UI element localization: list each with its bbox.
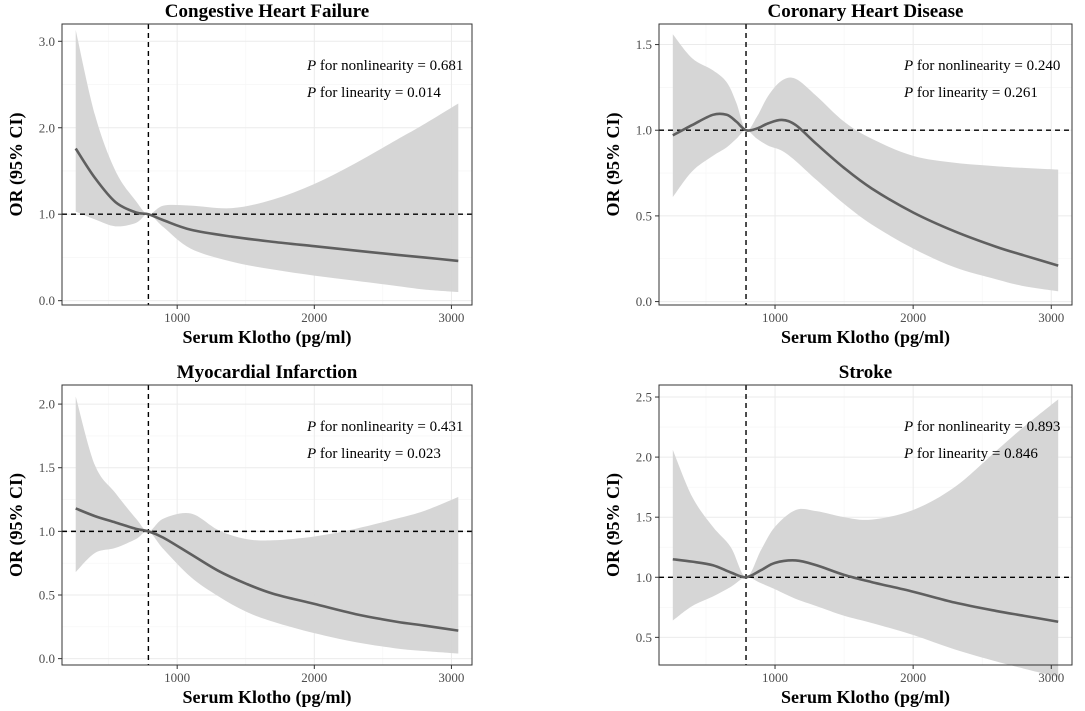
y-tick-label: 0.5 [636, 630, 652, 645]
p-symbol: P [306, 58, 316, 74]
p-value-text: for nonlinearity = 0.431 [316, 419, 463, 435]
y-tick-label: 1.0 [39, 207, 55, 222]
x-tick-label: 3000 [1038, 310, 1064, 325]
p-value-text: for linearity = 0.261 [913, 85, 1038, 101]
x-axis-label: Serum Klotho (pg/ml) [781, 687, 950, 708]
ci-band [672, 399, 1059, 678]
x-tick-label: 1000 [762, 670, 788, 685]
x-tick-label: 3000 [1038, 670, 1064, 685]
y-tick-label: 0.0 [39, 651, 55, 666]
panel-title: Myocardial Infarction [177, 362, 358, 383]
y-axis-label: OR (95% CI) [603, 113, 624, 217]
y-tick-label: 2.0 [636, 450, 652, 465]
x-axis-label: Serum Klotho (pg/ml) [781, 327, 950, 348]
p-value-annotation: P for nonlinearity = 0.431 [306, 419, 463, 435]
p-value-annotation: P for linearity = 0.023 [306, 446, 441, 462]
or-curve [75, 507, 459, 632]
x-axis-label: Serum Klotho (pg/ml) [183, 327, 352, 348]
x-tick-label: 2000 [301, 310, 327, 325]
x-tick-label: 1000 [164, 670, 190, 685]
p-value-annotation: P for linearity = 0.261 [903, 85, 1038, 101]
x-tick-label: 3000 [438, 670, 464, 685]
p-value-text: for linearity = 0.846 [913, 446, 1038, 462]
ci-band [75, 30, 459, 293]
p-value-text: for nonlinearity = 0.240 [913, 58, 1060, 74]
p-value-annotation: P for linearity = 0.846 [903, 446, 1038, 462]
y-tick-label: 0.0 [636, 294, 652, 309]
x-tick-label: 1000 [164, 310, 190, 325]
panel-title: Stroke [839, 362, 892, 383]
p-symbol: P [306, 446, 316, 462]
y-tick-label: 2.5 [636, 390, 652, 405]
panel-frame [61, 384, 473, 666]
y-tick-label: 0.5 [636, 208, 652, 223]
x-tick-label: 2000 [301, 670, 327, 685]
p-symbol: P [903, 58, 913, 74]
y-tick-label: 1.5 [636, 37, 652, 52]
y-tick-label: 2.0 [39, 397, 55, 412]
p-symbol: P [903, 85, 913, 101]
panel-chd: 1000 2000 3000 0.0 0.5 1.0 1.5 Coronary Heart D… [603, 1, 1073, 348]
panel-frame [658, 23, 1073, 306]
p-value-annotation: P for nonlinearity = 0.240 [903, 58, 1060, 74]
y-tick-label: 3.0 [39, 34, 55, 49]
x-axis-label: Serum Klotho (pg/ml) [183, 687, 352, 708]
panel-title: Congestive Heart Failure [165, 1, 369, 22]
y-axis-label: OR (95% CI) [6, 113, 27, 217]
panel-frame [658, 384, 1073, 666]
panel-title: Coronary Heart Disease [768, 1, 964, 22]
y-tick-label: 0.5 [39, 588, 55, 603]
p-symbol: P [903, 446, 913, 462]
p-symbol: P [306, 85, 316, 101]
or-curve [672, 557, 1059, 624]
y-tick-label: 1.0 [39, 524, 55, 539]
y-tick-label: 0.0 [39, 293, 55, 308]
x-tick-label: 2000 [900, 310, 926, 325]
p-value-text: for linearity = 0.023 [316, 446, 441, 462]
panel-chf: 1000 2000 3000 0.0 1.0 2.0 3.0 Congestive Heart… [6, 1, 473, 348]
y-tick-label: 2.0 [39, 120, 55, 135]
ci-band [75, 396, 459, 654]
p-value-text: for nonlinearity = 0.893 [913, 419, 1060, 435]
x-tick-label: 3000 [438, 310, 464, 325]
panel-mi: 1000 2000 3000 0.0 0.5 1.0 1.5 2.0 Myocardial In… [6, 362, 473, 708]
p-value-annotation: P for linearity = 0.014 [306, 85, 441, 101]
panel-frame [61, 23, 473, 306]
p-value-annotation: P for nonlinearity = 0.893 [903, 419, 1060, 435]
p-value-annotation: P for nonlinearity = 0.681 [306, 58, 463, 74]
y-tick-label: 1.0 [636, 570, 652, 585]
y-tick-label: 1.0 [636, 123, 652, 138]
p-value-text: for nonlinearity = 0.681 [316, 58, 463, 74]
p-symbol: P [306, 419, 316, 435]
p-symbol: P [903, 419, 913, 435]
x-tick-label: 1000 [762, 310, 788, 325]
or-curve [672, 112, 1059, 267]
x-tick-label: 2000 [900, 670, 926, 685]
ci-band [672, 34, 1059, 292]
panel-stroke: 1000 2000 3000 0.5 1.0 1.5 2.0 2.5 Stroke Serum K… [603, 362, 1073, 708]
y-axis-label: OR (95% CI) [6, 473, 27, 577]
y-axis-label: OR (95% CI) [603, 473, 624, 577]
or-curve [74, 147, 459, 263]
p-value-text: for linearity = 0.014 [316, 85, 441, 101]
y-tick-label: 1.5 [39, 460, 55, 475]
y-tick-label: 1.5 [636, 510, 652, 525]
